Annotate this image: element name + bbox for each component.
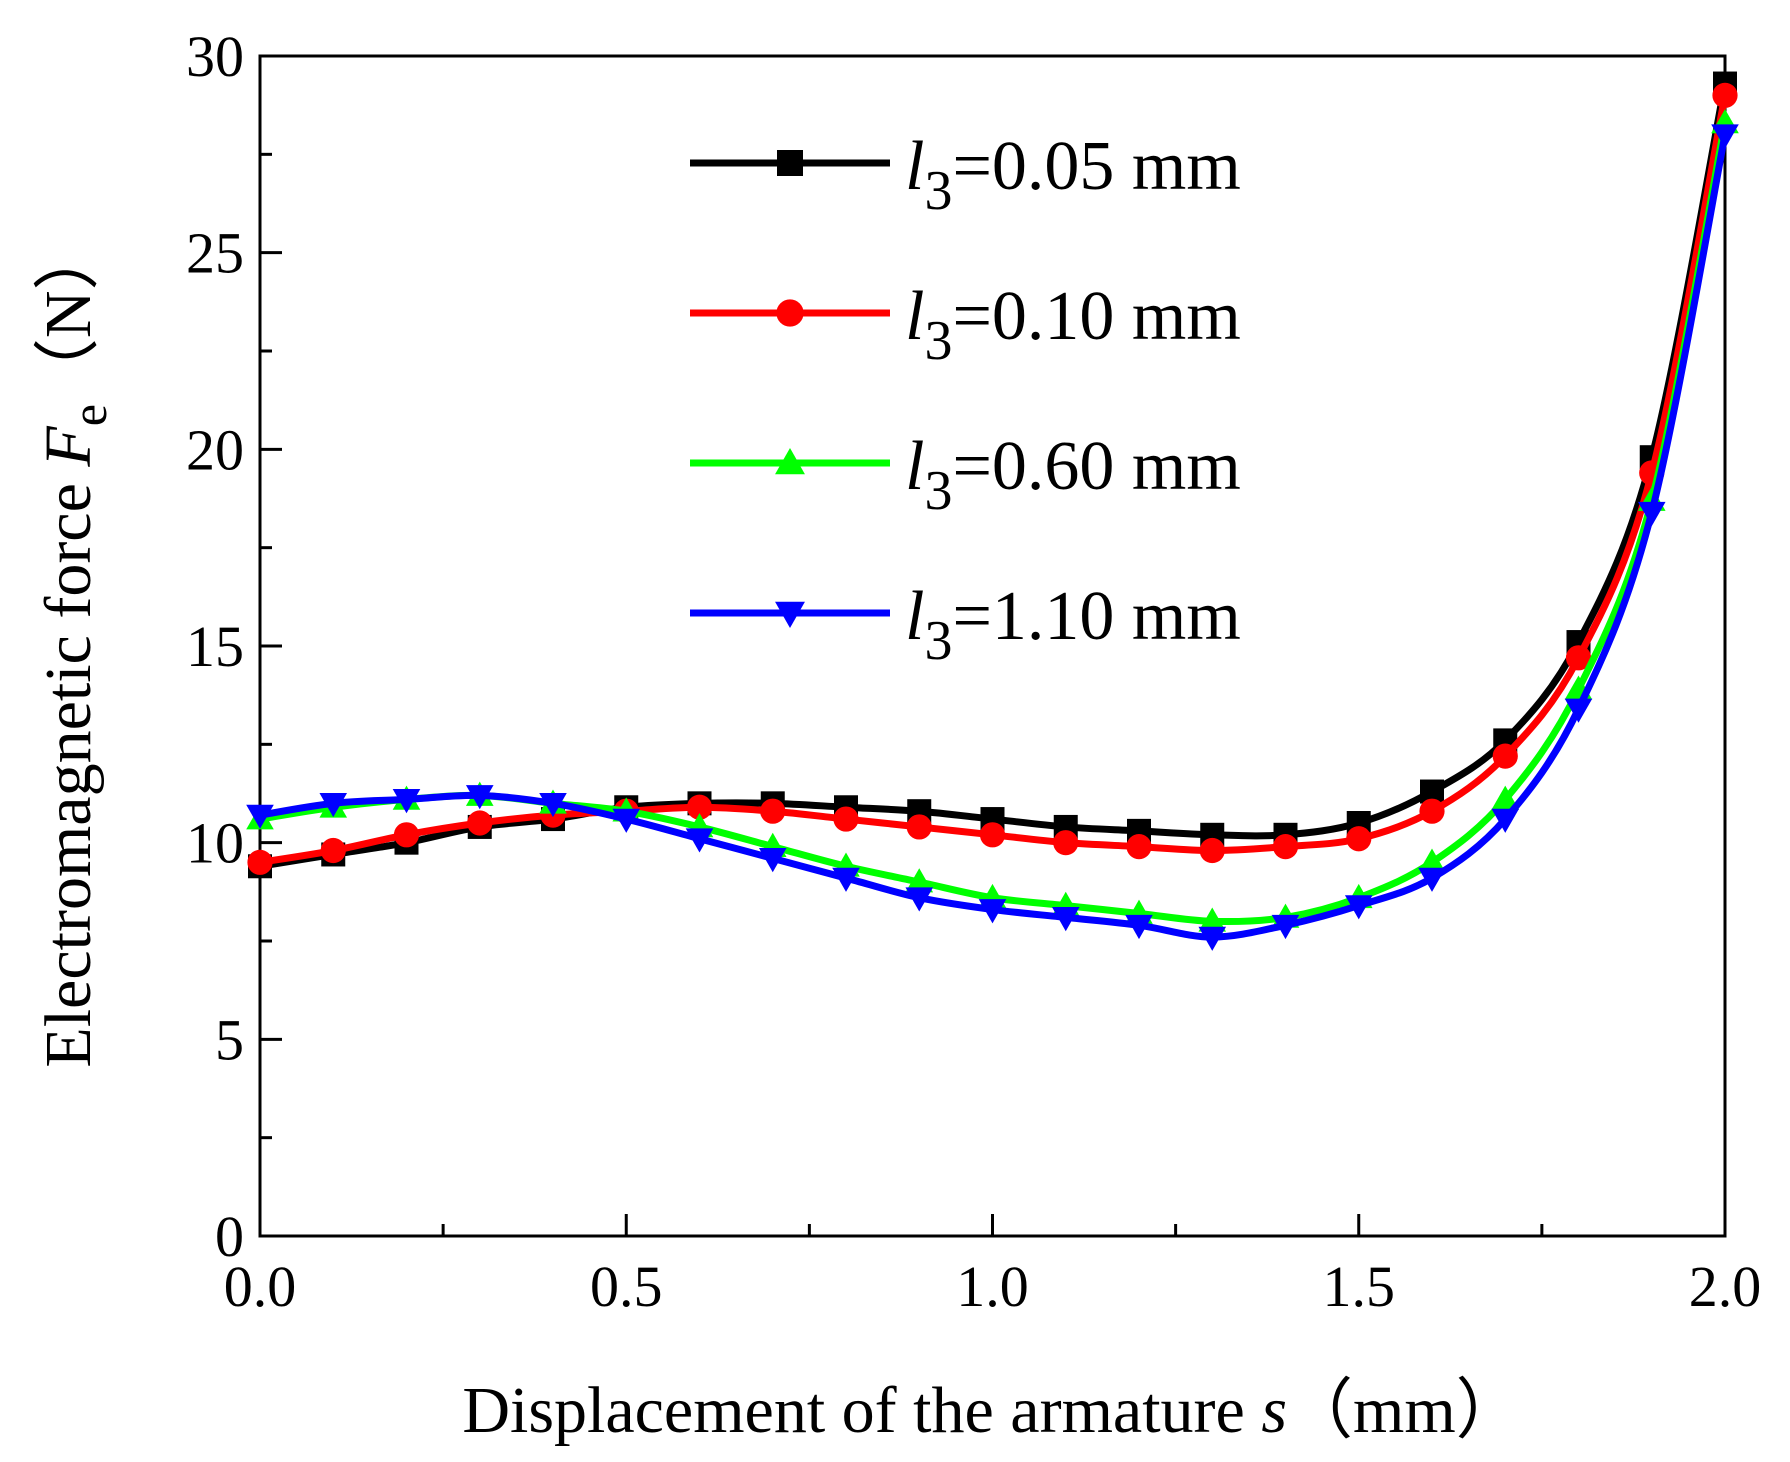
y-tick-label: 0 — [215, 1204, 244, 1269]
data-point — [905, 887, 934, 912]
data-point — [1712, 82, 1738, 108]
y-tick-label: 25 — [186, 221, 244, 286]
data-point — [319, 792, 348, 818]
data-point — [392, 789, 421, 814]
y-tick-label: 15 — [186, 614, 244, 679]
x-tick-label: 0.5 — [590, 1254, 663, 1319]
data-point — [1346, 826, 1372, 852]
data-point — [1418, 867, 1446, 892]
x-axis-title-prefix: Displacement of the armature — [462, 1374, 1261, 1447]
y-axis-title-sub: e — [61, 404, 117, 426]
legend-label-var: l — [905, 128, 924, 205]
y-axis-title-var: F — [32, 426, 105, 468]
x-tick-label: 1.0 — [956, 1254, 1029, 1319]
data-point — [612, 808, 641, 833]
data-point — [465, 785, 494, 810]
data-point — [539, 792, 567, 818]
data-point — [1344, 895, 1373, 920]
data-point — [1418, 848, 1446, 873]
legend-item: l3=0.10 mm — [690, 278, 1241, 372]
data-point — [978, 899, 1007, 924]
data-point — [758, 848, 787, 873]
x-tick-label: 2.0 — [1689, 1254, 1762, 1319]
legend-label-var: l — [905, 578, 924, 655]
data-point — [246, 804, 274, 829]
x-axis-title: Displacement of the armature s（mm） — [462, 1374, 1521, 1447]
legend-item: l3=1.10 mm — [690, 578, 1241, 672]
legend-label: l3=1.10 mm — [905, 578, 1241, 672]
data-point — [1053, 830, 1079, 856]
legend-marker — [777, 150, 803, 176]
data-point — [833, 806, 859, 832]
y-axis-title-unit: （N） — [32, 224, 105, 404]
legend-label-sub: 3 — [924, 310, 952, 372]
legend-label-sub: 3 — [924, 160, 952, 222]
y-axis: 0 5 10 15 20 25 30 — [186, 24, 282, 1269]
y-tick-label: 10 — [186, 811, 244, 876]
data-point — [1198, 907, 1227, 932]
series-4 — [246, 124, 1739, 951]
y-tick-label: 20 — [186, 417, 244, 482]
legend-label-value: =0.05 mm — [952, 128, 1240, 205]
data-point — [320, 837, 346, 864]
data-point — [832, 867, 860, 892]
y-axis-title-prefix: Electromagnetic force — [32, 467, 105, 1068]
x-axis-title-unit: （mm） — [1287, 1374, 1522, 1447]
legend-label-value: =0.60 mm — [952, 428, 1240, 505]
x-axis: 0.0 0.5 1.0 1.5 2.0 — [224, 1214, 1762, 1319]
data-point — [905, 868, 934, 893]
y-tick-label: 5 — [215, 1007, 244, 1072]
x-axis-title-var: s — [1261, 1374, 1287, 1447]
data-point — [1126, 834, 1152, 860]
legend-label-sub: 3 — [924, 460, 952, 522]
data-point — [1565, 645, 1592, 671]
legend-label-sub: 3 — [924, 610, 952, 672]
legend-marker — [775, 601, 805, 628]
legend-label-var: l — [905, 278, 924, 355]
data-point — [247, 849, 273, 875]
data-point — [1564, 698, 1593, 723]
data-point — [1637, 501, 1666, 527]
data-point — [906, 814, 932, 840]
legend-label-value: =1.10 mm — [952, 578, 1240, 655]
legend-label-value: =0.10 mm — [952, 278, 1240, 355]
data-point — [1491, 785, 1520, 810]
legend-marker — [775, 448, 805, 475]
data-point — [1051, 907, 1080, 932]
y-tick-label: 30 — [186, 24, 244, 89]
legend-label: l3=0.60 mm — [905, 428, 1241, 522]
data-point — [760, 798, 786, 824]
legend-item: l3=0.60 mm — [690, 428, 1241, 522]
legend-marker — [776, 299, 804, 327]
legend-label-var: l — [905, 428, 924, 505]
data-point — [1491, 808, 1520, 833]
data-point — [467, 810, 493, 836]
x-tick-label: 1.5 — [1323, 1254, 1396, 1319]
data-point — [393, 822, 420, 848]
data-point — [1271, 914, 1300, 940]
data-point — [1711, 124, 1739, 149]
legend-item: l3=0.05 mm — [690, 128, 1241, 222]
data-point — [1272, 834, 1299, 860]
legend-label: l3=0.05 mm — [905, 128, 1241, 222]
data-point — [1198, 926, 1227, 951]
data-point — [686, 794, 713, 820]
series-2 — [247, 82, 1738, 875]
x-tick-label: 0.0 — [224, 1254, 297, 1319]
data-point — [1492, 743, 1518, 769]
series-layer — [246, 71, 1739, 951]
data-point — [979, 822, 1006, 848]
legend-label: l3=0.10 mm — [905, 278, 1241, 372]
y-axis-title: Electromagnetic force Fe（N） — [32, 224, 117, 1067]
data-point — [1125, 914, 1153, 940]
data-point — [685, 828, 714, 853]
data-point — [1419, 798, 1445, 824]
data-point — [1199, 837, 1225, 864]
